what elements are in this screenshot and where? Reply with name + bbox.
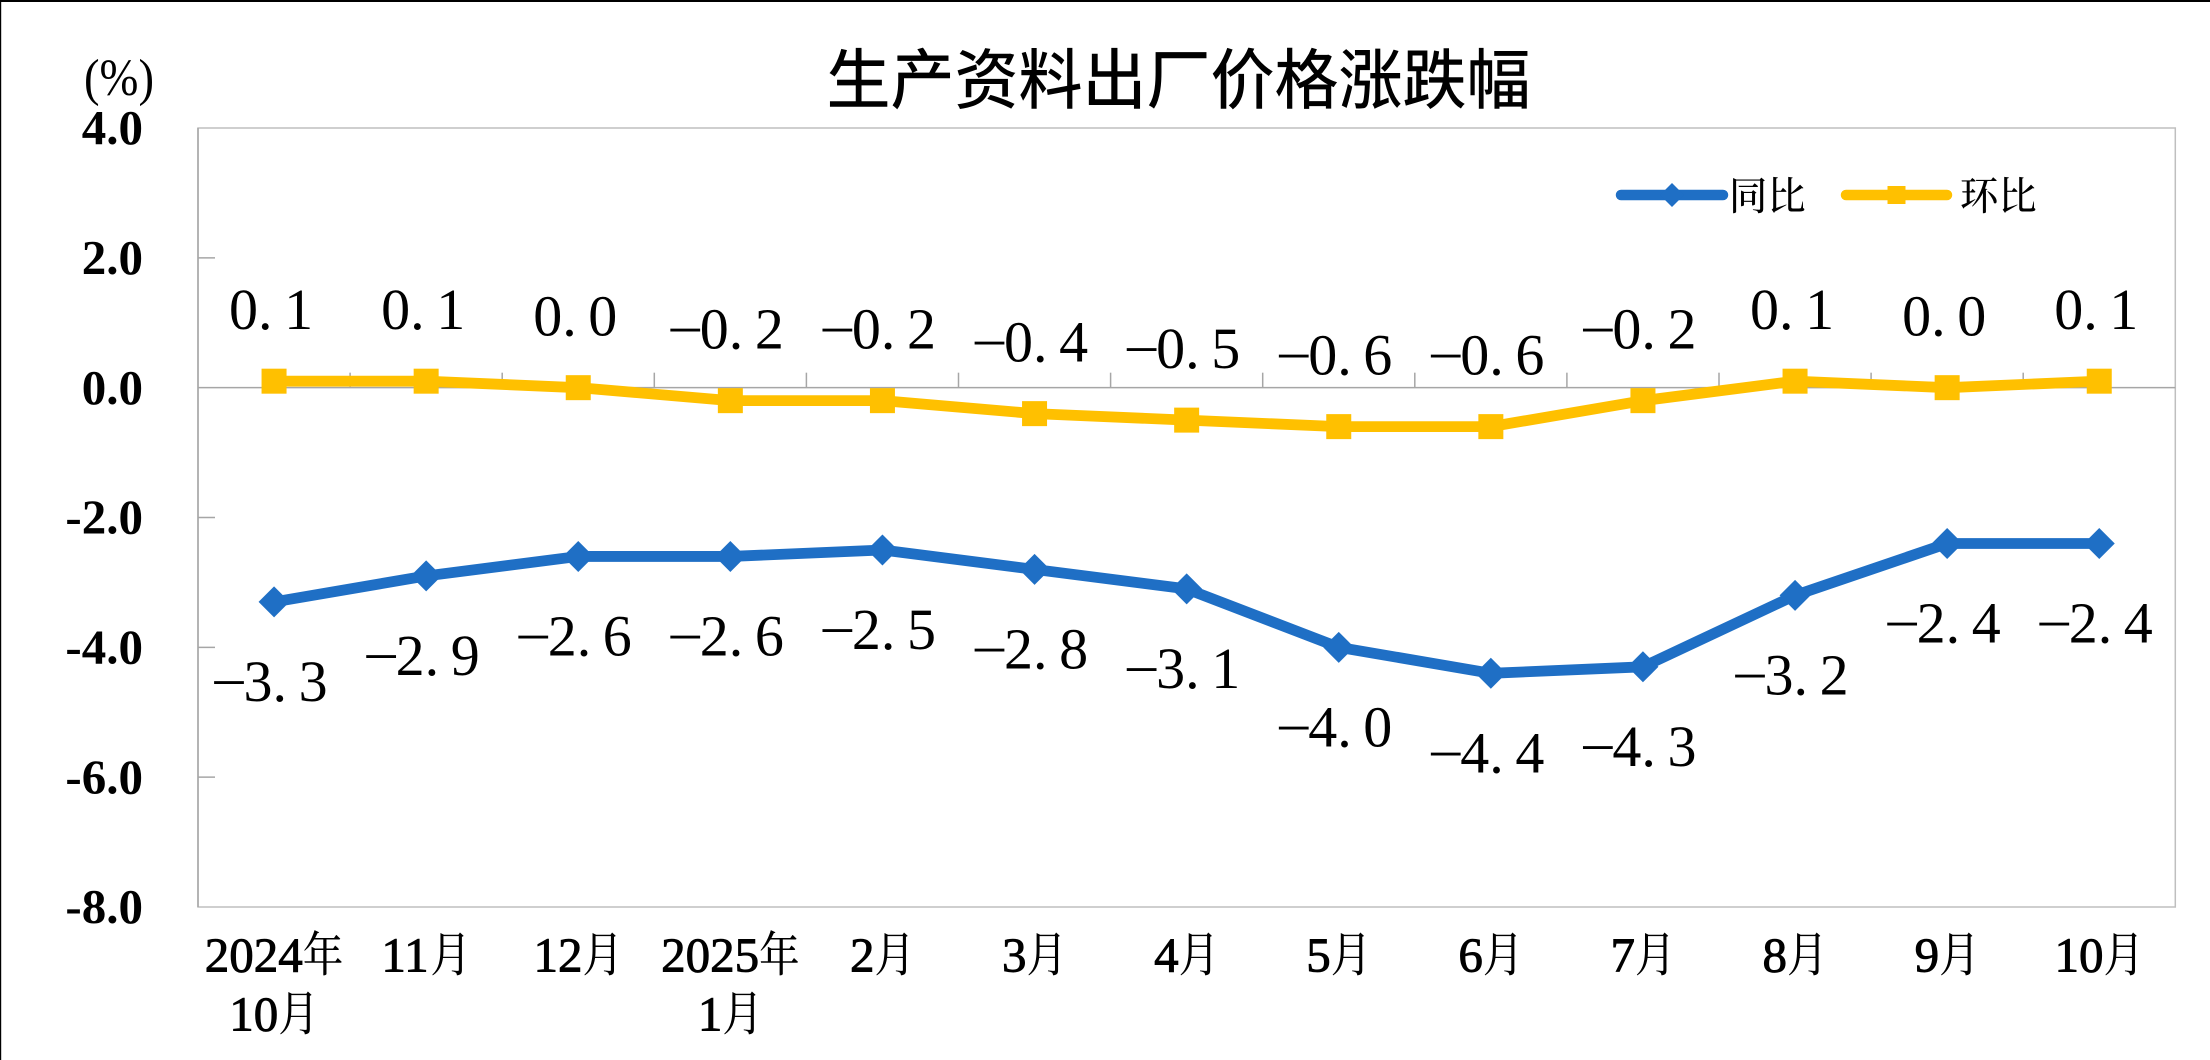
svg-text:0. 0: 0. 0 [1902,284,1986,349]
svg-text:2: 2 [850,928,875,983]
svg-text:–0. 4: –0. 4 [974,305,1088,375]
svg-text:4.0: 4.0 [82,100,143,155]
svg-text:0. 1: 0. 1 [229,277,313,342]
svg-text:–0. 6: –0. 6 [1278,318,1392,388]
svg-text:–2. 4: –2. 4 [1887,585,2001,655]
svg-text:0. 1: 0. 1 [1750,277,1834,342]
svg-text:9: 9 [1915,928,1940,983]
svg-text:–3. 1: –3. 1 [1126,631,1240,701]
svg-text:1: 1 [698,987,723,1042]
svg-text:6: 6 [1458,928,1483,983]
svg-text:10: 10 [229,987,278,1042]
svg-text:12: 12 [534,928,583,983]
svg-text:11: 11 [381,928,428,983]
svg-text:–0. 6: –0. 6 [1430,318,1544,388]
svg-text:0. 1: 0. 1 [381,277,465,342]
svg-text:5: 5 [1306,928,1331,983]
svg-text:–2. 8: –2. 8 [974,611,1088,681]
svg-text:7: 7 [1610,928,1635,983]
svg-text:–0. 5: –0. 5 [1126,311,1240,381]
svg-text:0. 1: 0. 1 [2054,277,2138,342]
svg-text:–0. 2: –0. 2 [822,292,936,362]
svg-text:(%): (%) [84,50,154,107]
svg-text:–4. 4: –4. 4 [1430,715,1544,785]
svg-text:2024: 2024 [205,928,303,983]
svg-text:3: 3 [1002,928,1027,983]
svg-text:10: 10 [2055,928,2104,983]
svg-text:0. 0: 0. 0 [533,284,617,349]
svg-text:–0. 2: –0. 2 [1582,292,1696,362]
svg-text:–4. 3: –4. 3 [1582,709,1696,779]
svg-text:-8.0: -8.0 [65,879,143,934]
svg-text:-4.0: -4.0 [65,620,143,675]
svg-text:–4. 0: –4. 0 [1278,689,1392,759]
svg-text:–2. 9: –2. 9 [366,618,480,688]
svg-text:2025: 2025 [661,928,759,983]
svg-text:–2. 4: –2. 4 [2039,585,2153,655]
svg-text:–2. 6: –2. 6 [670,598,784,668]
svg-text:-6.0: -6.0 [65,749,143,804]
svg-text:2.0: 2.0 [82,230,143,285]
svg-text:–2. 6: –2. 6 [518,598,632,668]
svg-text:–2. 5: –2. 5 [822,592,936,662]
svg-text:–0. 2: –0. 2 [670,292,784,362]
svg-text:4: 4 [1154,928,1179,983]
svg-text:0.0: 0.0 [82,360,143,415]
svg-text:-2.0: -2.0 [65,490,143,545]
svg-text:–3. 3: –3. 3 [213,644,327,714]
svg-text:8: 8 [1763,928,1788,983]
svg-text:–3. 2: –3. 2 [1734,637,1848,707]
